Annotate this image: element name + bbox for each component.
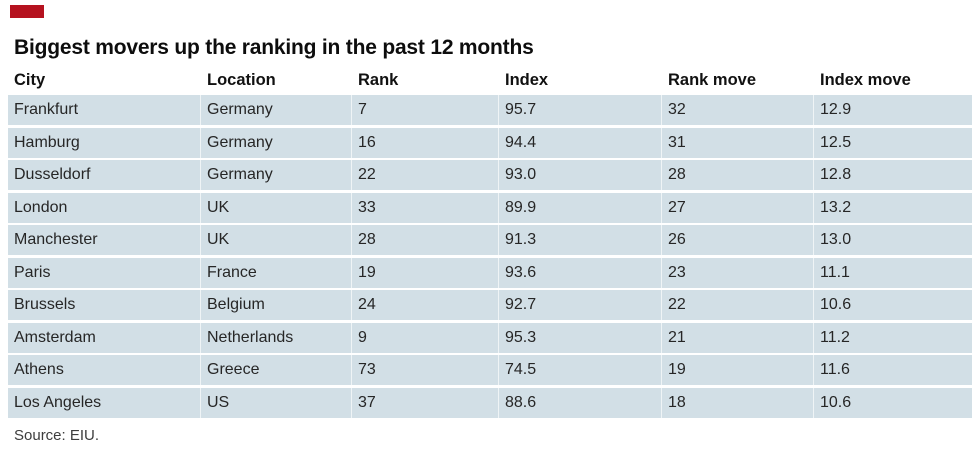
table-row: Dusseldorf Germany 22 93.0 28 12.8 (8, 160, 972, 190)
table-cell: Belgium (201, 290, 352, 320)
table-cell: Amsterdam (8, 322, 201, 353)
table-cell: 11.2 (820, 328, 850, 346)
table-cell: US (201, 387, 352, 418)
table-cell: 19 (662, 355, 814, 385)
table-cell: 28 (352, 225, 499, 255)
table-cell: 18 (662, 387, 814, 418)
table-row: Brussels Belgium 24 92.7 22 10.6 (8, 290, 972, 320)
table-cell: 22 (662, 290, 814, 320)
column-header: Rank move (668, 71, 757, 89)
table-row: Paris France 19 93.6 23 11.1 (8, 257, 972, 288)
table-row: Manchester UK 28 91.3 26 13.0 (8, 225, 972, 255)
table-cell: 74.5 (499, 355, 662, 385)
table-cell: 88.6 (499, 387, 662, 418)
table-cell: 16 (352, 127, 499, 158)
table-cell: Paris (8, 257, 201, 288)
table-cell: France (201, 257, 352, 288)
table-cell: Germany (201, 127, 352, 158)
table-cell: 73 (352, 355, 499, 385)
table-cell: 28 (662, 160, 814, 190)
table-cell: 92.7 (499, 290, 662, 320)
table-cell: 94.4 (499, 127, 662, 158)
table-cell: Athens (8, 355, 201, 385)
table-cell: 19 (352, 257, 499, 288)
table-cell: Netherlands (201, 322, 352, 353)
table-cell: 13.2 (820, 198, 852, 216)
column-header: Index move (820, 71, 911, 89)
table-cell: 12.9 (820, 101, 852, 118)
table-cell: 12.8 (820, 166, 852, 183)
column-header: Location (207, 71, 276, 89)
table-cell: 11.6 (820, 361, 850, 378)
table-cell: Germany (201, 95, 352, 125)
table-cell: 12.5 (820, 133, 852, 151)
table-row: London UK 33 89.9 27 13.2 (8, 192, 972, 223)
brand-red-tab (10, 5, 44, 18)
table-cell: Brussels (8, 290, 201, 320)
table-cell: 11.1 (820, 263, 850, 281)
column-header: City (14, 71, 46, 89)
table-cell: Germany (201, 160, 352, 190)
source-note: Source: EIU. (14, 427, 100, 444)
table-cell: 27 (662, 192, 814, 223)
table-cell: 89.9 (499, 192, 662, 223)
table-cell: 95.7 (499, 95, 662, 125)
table-cell: 95.3 (499, 322, 662, 353)
table-cell: UK (201, 192, 352, 223)
table-cell: Dusseldorf (8, 160, 201, 190)
table-cell: 93.6 (499, 257, 662, 288)
table-cell: Manchester (8, 225, 201, 255)
column-header: Index (505, 71, 549, 89)
table-cell: 7 (352, 95, 499, 125)
table-cell: 23 (662, 257, 814, 288)
table-row: Los Angeles US 37 88.6 18 10.6 (8, 387, 972, 418)
table-row: Athens Greece 73 74.5 19 11.6 (8, 355, 972, 385)
table-header-row: City Location Rank Index Rank move Index move (8, 67, 972, 94)
table-cell: 10.6 (820, 393, 852, 411)
table-cell: Hamburg (8, 127, 201, 158)
table-body: Frankfurt Germany 7 95.7 32 12.9 Hamburg German… (8, 95, 972, 420)
table-cell: 31 (662, 127, 814, 158)
table-cell: 13.0 (820, 231, 852, 248)
table-cell: 22 (352, 160, 499, 190)
table-row: Amsterdam Netherlands 9 95.3 21 11.2 (8, 322, 972, 353)
table-row: Hamburg Germany 16 94.4 31 12.5 (8, 127, 972, 158)
table-cell: 21 (662, 322, 814, 353)
table-cell: Frankfurt (8, 95, 201, 125)
table-cell: 24 (352, 290, 499, 320)
table-cell: Greece (201, 355, 352, 385)
table-cell: 10.6 (820, 296, 852, 313)
table-cell: 26 (662, 225, 814, 255)
table-cell: 33 (352, 192, 499, 223)
table-cell: 9 (352, 322, 499, 353)
table-cell: 32 (662, 95, 814, 125)
table-cell: Los Angeles (8, 387, 201, 418)
table-cell: 91.3 (499, 225, 662, 255)
figure-title: Biggest movers up the ranking in the pas… (14, 36, 534, 59)
column-header: Rank (358, 71, 399, 89)
table-row: Frankfurt Germany 7 95.7 32 12.9 (8, 95, 972, 125)
table-cell: London (8, 192, 201, 223)
table-cell: 37 (352, 387, 499, 418)
table-cell: 93.0 (499, 160, 662, 190)
table-cell: UK (201, 225, 352, 255)
